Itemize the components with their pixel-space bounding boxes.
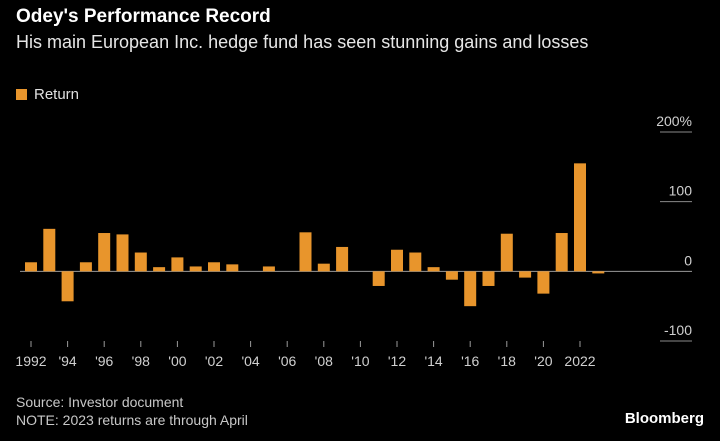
x-tick-label: '06 xyxy=(278,353,296,369)
legend-label: Return xyxy=(34,86,80,103)
bar xyxy=(262,266,275,272)
x-tick-label: '02 xyxy=(205,353,223,369)
bar xyxy=(537,271,550,294)
y-tick-label: 200% xyxy=(656,113,692,129)
x-tick-label: 1992 xyxy=(15,353,46,369)
bar xyxy=(482,271,495,286)
bloomberg-logo: Bloomberg xyxy=(624,410,704,427)
bar xyxy=(592,271,605,274)
x-tick-label: '20 xyxy=(534,353,552,369)
bar xyxy=(391,249,403,272)
bar xyxy=(427,267,440,272)
bar xyxy=(299,232,312,272)
legend-swatch xyxy=(16,89,27,100)
bar xyxy=(98,233,111,272)
bar xyxy=(555,233,568,272)
y-tick-label: -100 xyxy=(664,322,692,338)
source-note: Source: Investor document xyxy=(16,394,184,410)
bar xyxy=(25,262,37,272)
x-tick-label: '14 xyxy=(424,353,442,369)
bar xyxy=(79,262,92,272)
y-tick-label: 100 xyxy=(669,183,693,199)
x-tick-label: '10 xyxy=(351,353,369,369)
bar xyxy=(445,271,458,280)
bar xyxy=(153,267,166,272)
legend: Return xyxy=(16,86,79,103)
bar xyxy=(500,233,513,272)
x-tick-label: '98 xyxy=(132,353,150,369)
x-tick-label: '12 xyxy=(388,353,406,369)
bar xyxy=(574,163,586,272)
x-tick-label: '94 xyxy=(58,353,76,369)
bar xyxy=(226,264,239,272)
bar xyxy=(317,263,330,272)
y-tick-label: 0 xyxy=(684,252,692,268)
chart-title: Odey's Performance Record xyxy=(16,6,271,27)
x-tick-label: '08 xyxy=(315,353,333,369)
x-tick-label: '04 xyxy=(241,353,259,369)
footnote: NOTE: 2023 returns are through April xyxy=(16,412,248,428)
bar xyxy=(409,252,422,272)
x-tick-label: '16 xyxy=(461,353,479,369)
bar xyxy=(519,271,532,278)
bar xyxy=(43,228,56,272)
bar xyxy=(464,271,477,307)
bar xyxy=(336,246,349,272)
x-tick-label: '96 xyxy=(95,353,113,369)
bar xyxy=(208,262,220,272)
x-tick-label: '18 xyxy=(498,353,516,369)
bar xyxy=(61,271,74,302)
x-tick-label: 2022 xyxy=(564,353,595,369)
bar xyxy=(134,252,147,272)
x-tick-label: '00 xyxy=(168,353,186,369)
bar xyxy=(116,234,129,272)
chart-subtitle: His main European Inc. hedge fund has se… xyxy=(16,32,589,52)
bar xyxy=(171,257,184,272)
bar xyxy=(189,266,202,272)
bar xyxy=(372,271,385,286)
